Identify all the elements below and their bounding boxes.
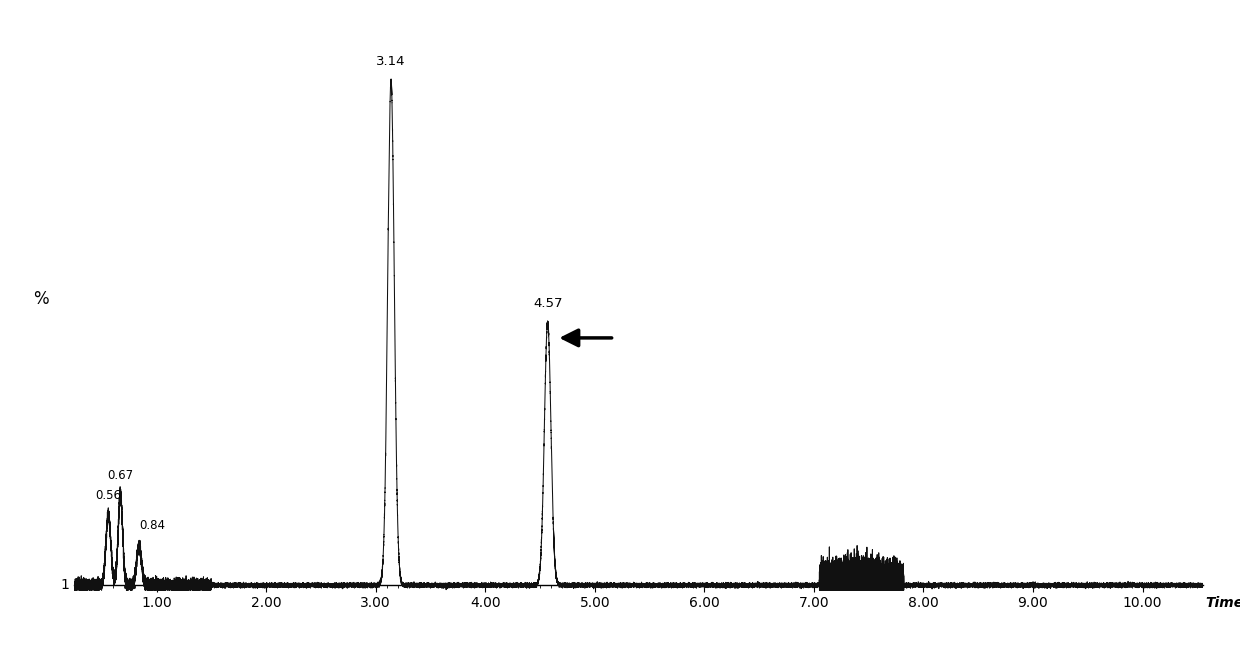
Text: 4.57: 4.57 xyxy=(533,297,563,310)
Text: 0.56: 0.56 xyxy=(95,489,122,502)
Text: 1: 1 xyxy=(60,578,69,592)
Text: 0.84: 0.84 xyxy=(139,519,165,532)
Text: Time: Time xyxy=(1205,596,1240,610)
Text: %: % xyxy=(32,289,48,307)
Text: 0.67: 0.67 xyxy=(108,469,134,482)
Text: 3.14: 3.14 xyxy=(376,55,405,68)
